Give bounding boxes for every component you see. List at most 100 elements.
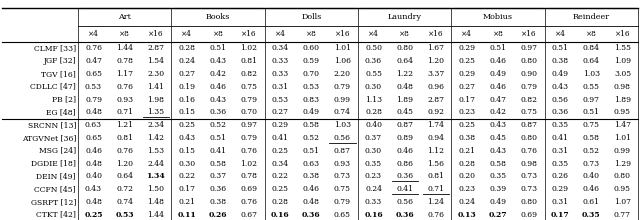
Text: 0.81: 0.81 — [116, 134, 133, 142]
Text: 1.17: 1.17 — [116, 70, 133, 78]
Text: 0.81: 0.81 — [428, 172, 444, 180]
Text: 0.28: 0.28 — [365, 108, 382, 116]
Text: 0.15: 0.15 — [179, 147, 195, 155]
Text: 0.29: 0.29 — [552, 185, 569, 193]
Text: ×16: ×16 — [148, 30, 164, 38]
Text: 0.35: 0.35 — [582, 211, 601, 219]
Text: 0.25: 0.25 — [458, 121, 476, 129]
Text: 0.15: 0.15 — [179, 108, 195, 116]
Text: 0.16: 0.16 — [179, 96, 195, 104]
Text: 1.01: 1.01 — [614, 134, 631, 142]
Text: 0.41: 0.41 — [396, 185, 413, 193]
Text: 0.99: 0.99 — [334, 96, 351, 104]
Text: 0.75: 0.75 — [520, 108, 538, 116]
Text: 0.96: 0.96 — [428, 83, 444, 91]
Text: CCFN [45]: CCFN [45] — [35, 185, 76, 193]
Text: 0.75: 0.75 — [583, 121, 600, 129]
Text: 0.42: 0.42 — [490, 108, 506, 116]
Text: Laundry: Laundry — [388, 13, 422, 21]
Text: 0.74: 0.74 — [116, 198, 133, 206]
Text: 0.29: 0.29 — [458, 44, 476, 52]
Text: 0.52: 0.52 — [583, 147, 600, 155]
Text: 2.34: 2.34 — [147, 121, 164, 129]
Text: MSG [24]: MSG [24] — [39, 147, 76, 155]
Text: JGF [32]: JGF [32] — [44, 57, 76, 65]
Text: 0.65: 0.65 — [85, 70, 102, 78]
Text: 0.37: 0.37 — [365, 134, 382, 142]
Text: 0.48: 0.48 — [396, 83, 413, 91]
Text: 0.86: 0.86 — [396, 160, 413, 168]
Text: 0.64: 0.64 — [116, 172, 133, 180]
Text: 0.59: 0.59 — [303, 57, 320, 65]
Text: 0.53: 0.53 — [85, 83, 102, 91]
Text: 1.21: 1.21 — [116, 121, 133, 129]
Text: 0.76: 0.76 — [428, 211, 444, 219]
Text: ×4: ×4 — [182, 30, 193, 38]
Text: 0.40: 0.40 — [583, 172, 600, 180]
Text: 0.92: 0.92 — [428, 108, 444, 116]
Text: 0.43: 0.43 — [179, 134, 195, 142]
Text: 0.76: 0.76 — [241, 198, 258, 206]
Text: 0.46: 0.46 — [303, 185, 320, 193]
Text: 0.17: 0.17 — [179, 185, 195, 193]
Text: ×4: ×4 — [275, 30, 285, 38]
Text: 1.34: 1.34 — [147, 172, 165, 180]
Text: ×16: ×16 — [428, 30, 444, 38]
Text: 0.41: 0.41 — [272, 134, 289, 142]
Text: 0.94: 0.94 — [428, 134, 444, 142]
Text: 0.34: 0.34 — [271, 44, 289, 52]
Text: DGDIE [18]: DGDIE [18] — [31, 160, 76, 168]
Text: 0.23: 0.23 — [458, 185, 476, 193]
Text: 0.58: 0.58 — [303, 121, 320, 129]
Text: 0.22: 0.22 — [272, 172, 289, 180]
Text: 1.48: 1.48 — [147, 198, 164, 206]
Text: 0.53: 0.53 — [115, 211, 134, 219]
Text: 0.36: 0.36 — [396, 211, 414, 219]
Text: 0.35: 0.35 — [365, 160, 382, 168]
Text: 0.87: 0.87 — [396, 121, 413, 129]
Text: 0.72: 0.72 — [116, 185, 133, 193]
Text: 0.30: 0.30 — [365, 147, 382, 155]
Text: 0.43: 0.43 — [552, 83, 569, 91]
Text: 1.06: 1.06 — [334, 57, 351, 65]
Text: 3.37: 3.37 — [427, 70, 444, 78]
Text: 0.78: 0.78 — [241, 172, 258, 180]
Text: 0.36: 0.36 — [365, 57, 382, 65]
Text: 1.44: 1.44 — [116, 44, 133, 52]
Text: DEIN [49]: DEIN [49] — [36, 172, 76, 180]
Text: 0.69: 0.69 — [520, 211, 538, 219]
Text: 0.41: 0.41 — [552, 134, 569, 142]
Text: 0.21: 0.21 — [458, 147, 476, 155]
Text: 1.12: 1.12 — [428, 147, 444, 155]
Text: 0.37: 0.37 — [209, 172, 227, 180]
Text: 0.33: 0.33 — [271, 57, 289, 65]
Text: 0.97: 0.97 — [520, 44, 538, 52]
Text: 0.27: 0.27 — [272, 108, 289, 116]
Text: 0.16: 0.16 — [271, 211, 289, 219]
Text: 0.98: 0.98 — [520, 160, 538, 168]
Text: 0.31: 0.31 — [271, 83, 289, 91]
Text: 1.03: 1.03 — [334, 121, 351, 129]
Text: 0.39: 0.39 — [490, 185, 507, 193]
Text: 0.64: 0.64 — [583, 57, 600, 65]
Text: 0.61: 0.61 — [583, 198, 600, 206]
Text: ×4: ×4 — [368, 30, 379, 38]
Text: 0.31: 0.31 — [552, 198, 569, 206]
Text: 0.29: 0.29 — [458, 70, 476, 78]
Text: 1.09: 1.09 — [614, 57, 631, 65]
Text: PB [2]: PB [2] — [52, 96, 76, 104]
Text: 0.51: 0.51 — [209, 44, 227, 52]
Text: 0.48: 0.48 — [85, 108, 102, 116]
Text: 1.13: 1.13 — [365, 96, 382, 104]
Text: 1.03: 1.03 — [583, 70, 600, 78]
Text: 0.28: 0.28 — [179, 44, 195, 52]
Text: 0.55: 0.55 — [583, 83, 600, 91]
Text: 0.36: 0.36 — [209, 185, 227, 193]
Text: 0.36: 0.36 — [396, 172, 413, 180]
Text: 0.55: 0.55 — [365, 70, 382, 78]
Text: 0.22: 0.22 — [179, 172, 195, 180]
Text: 0.49: 0.49 — [303, 108, 320, 116]
Text: 1.07: 1.07 — [614, 198, 631, 206]
Text: 0.79: 0.79 — [241, 96, 258, 104]
Text: 0.63: 0.63 — [303, 160, 320, 168]
